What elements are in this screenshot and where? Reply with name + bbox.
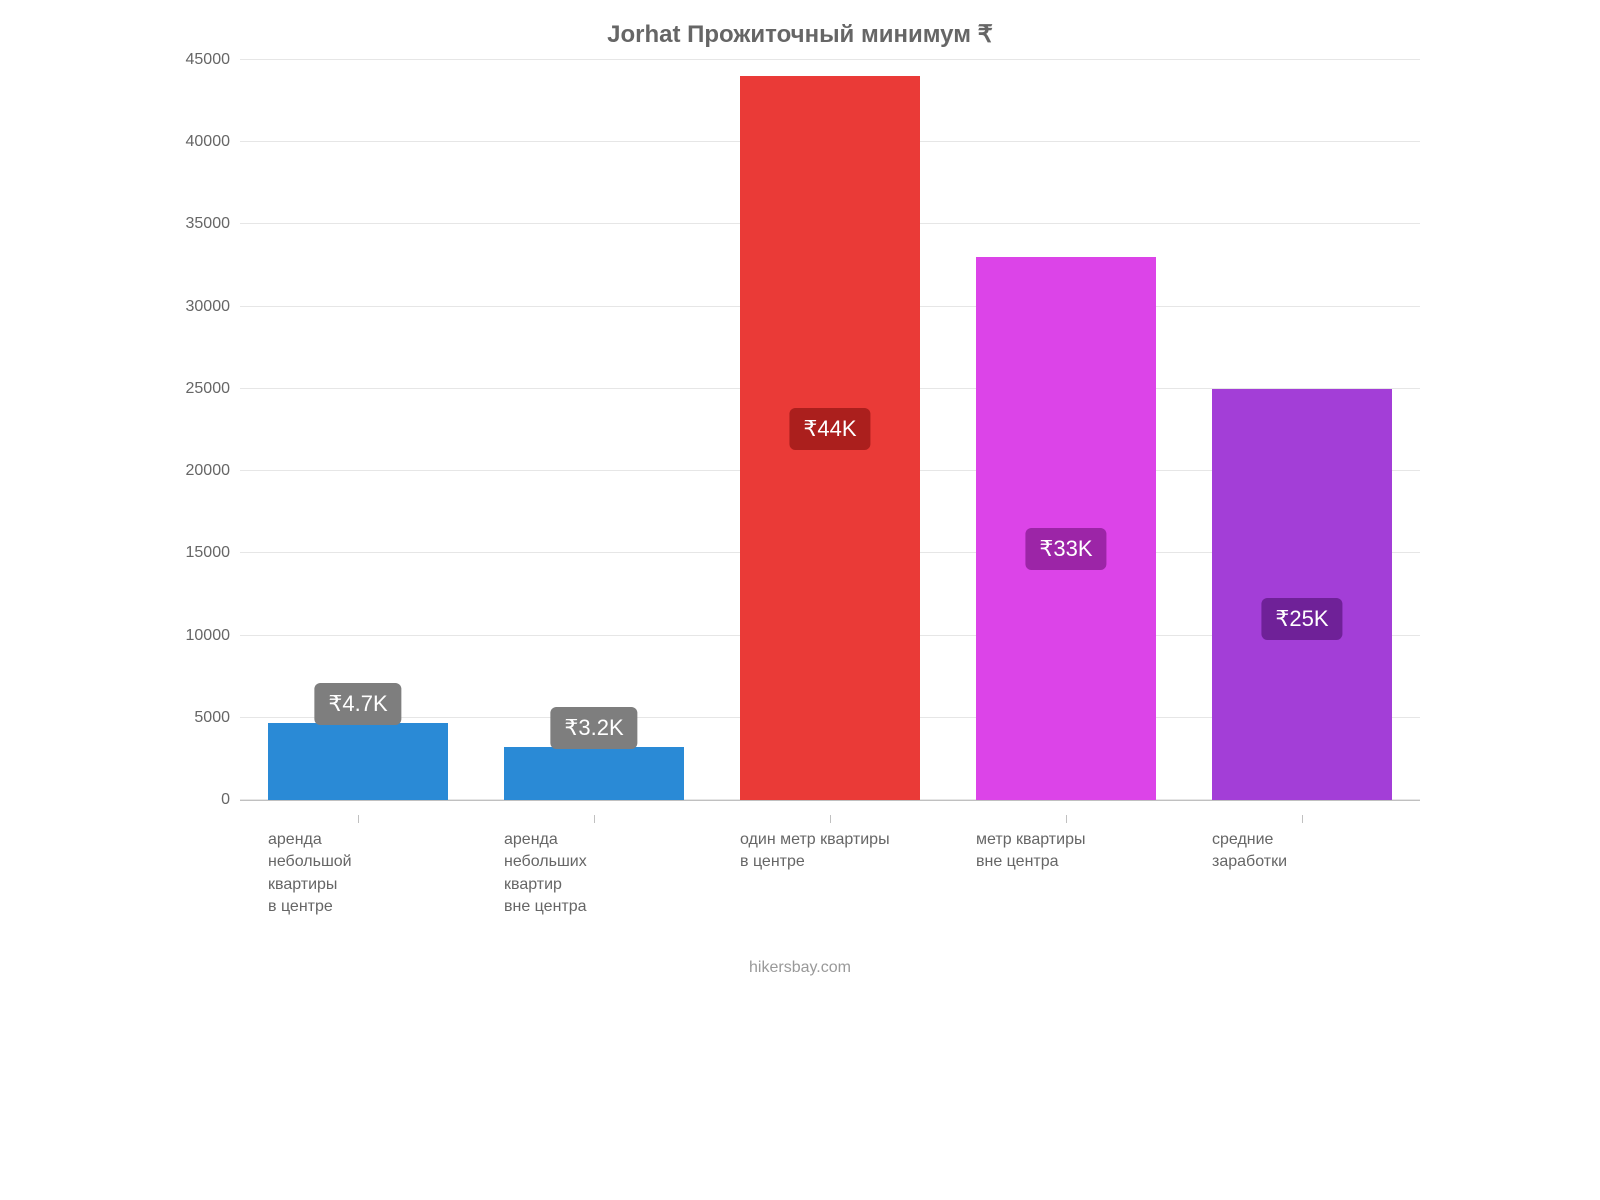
bar-column: ₹3.2K [504,747,684,800]
x-axis-label-line: в центре [268,896,448,918]
y-tick-label: 0 [221,791,230,809]
gridline [240,59,1420,60]
x-axis-label: аренданебольшойквартирыв центре [268,801,448,919]
x-tick-mark [1066,815,1067,823]
value-badge: ₹4.7K [314,683,401,725]
y-tick-label: 45000 [186,51,231,69]
y-tick-label: 5000 [194,709,230,727]
bar-column: ₹25K [1212,389,1392,800]
bar-column: ₹44K [740,76,920,800]
x-axis: аренданебольшойквартирыв центреаренданеб… [240,801,1420,919]
x-axis-label: аренданебольшихквартирвне центра [504,801,684,919]
y-tick-label: 15000 [186,544,231,562]
x-tick-mark [1302,815,1303,823]
chart-title: Jorhat Прожиточный минимум ₹ [160,20,1440,49]
x-axis-label-line: вне центра [504,896,684,918]
chart-container: Jorhat Прожиточный минимум ₹ ₹4.7K₹3.2K₹… [160,20,1440,977]
x-axis-label: один метр квартирыв центре [740,801,920,919]
x-axis-label-line: аренда [504,829,684,851]
bar-column: ₹4.7K [268,723,448,800]
x-axis-label-line: небольшой [268,851,448,873]
bar: ₹3.2K [504,747,684,800]
y-tick-label: 25000 [186,380,231,398]
bars-row: ₹4.7K ₹3.2K ₹44K ₹33K ₹25K [240,61,1420,800]
bar-column: ₹33K [976,257,1156,800]
x-axis-label-line: метр квартиры [976,829,1156,851]
bar: ₹4.7K [268,723,448,800]
x-axis-label-line: один метр квартиры [740,829,920,851]
y-tick-label: 30000 [186,298,231,316]
x-axis-label-line: квартиры [268,874,448,896]
x-axis-label-line: небольших [504,851,684,873]
x-axis-label: средниезаработки [1212,801,1392,919]
attribution: hikersbay.com [160,959,1440,977]
x-axis-label-line: вне центра [976,851,1156,873]
x-tick-mark [594,815,595,823]
x-tick-mark [830,815,831,823]
x-axis-label-line: заработки [1212,851,1392,873]
value-badge: ₹44K [789,408,870,450]
plot-area: ₹4.7K₹3.2K₹44K₹33K₹25K 05000100001500020… [240,61,1420,801]
x-axis-label-line: квартир [504,874,684,896]
y-tick-label: 40000 [186,133,231,151]
x-axis-label-line: в центре [740,851,920,873]
x-tick-mark [358,815,359,823]
value-badge: ₹25K [1261,598,1342,640]
y-tick-label: 20000 [186,462,231,480]
y-tick-label: 10000 [186,627,231,645]
x-axis-label-line: аренда [268,829,448,851]
x-axis-label: метр квартирывне центра [976,801,1156,919]
value-badge: ₹3.2K [550,707,637,749]
value-badge: ₹33K [1025,528,1106,570]
y-tick-label: 35000 [186,215,231,233]
x-axis-label-line: средние [1212,829,1392,851]
bar: ₹25K [1212,389,1392,800]
bar: ₹44K [740,76,920,800]
bar: ₹33K [976,257,1156,800]
